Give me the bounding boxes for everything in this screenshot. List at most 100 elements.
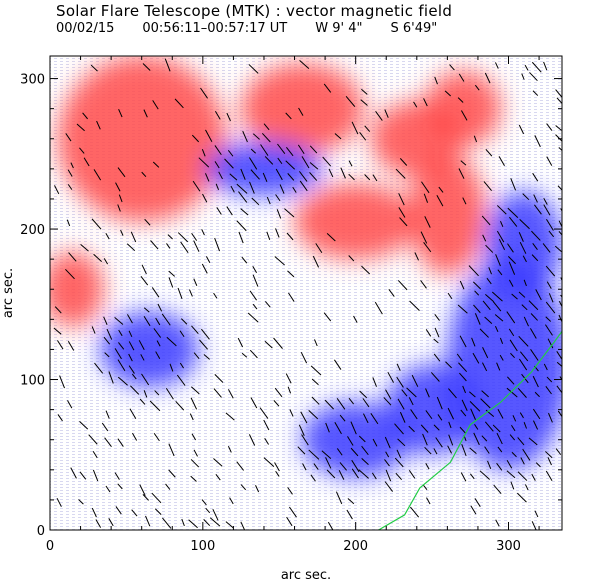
field-vector [180, 318, 188, 325]
field-vector [494, 62, 499, 69]
field-vector [548, 293, 554, 303]
field-vector [532, 90, 539, 96]
field-vector [118, 329, 123, 337]
field-vector [485, 409, 495, 417]
field-vector [250, 148, 257, 154]
observation-latitude: S 6'49" [390, 21, 438, 36]
field-vector [181, 518, 185, 527]
field-vector [484, 421, 494, 432]
field-vector [548, 412, 553, 423]
field-vector [474, 424, 479, 430]
field-vector [482, 234, 487, 242]
positive-polarity-region [409, 153, 486, 275]
field-vector [555, 125, 562, 131]
field-vector [155, 351, 161, 360]
field-vector [143, 307, 150, 313]
field-vector [79, 471, 87, 480]
field-vector [301, 156, 310, 169]
field-vector [308, 449, 320, 460]
field-vector [458, 73, 465, 82]
x-tick-label: 100 [190, 539, 215, 554]
field-vector [155, 317, 161, 326]
field-vector [473, 304, 481, 314]
field-vector [421, 181, 430, 194]
field-vector [117, 483, 123, 490]
field-vector [128, 341, 135, 351]
field-vector [286, 232, 294, 241]
observation-date: 00/02/15 [56, 21, 115, 36]
field-vector [351, 459, 360, 473]
field-vector [488, 267, 492, 275]
field-vector [397, 438, 406, 447]
y-axis-label: arc sec. [1, 268, 16, 318]
field-vector [88, 434, 98, 445]
field-vector [384, 109, 389, 118]
field-vector [325, 422, 330, 433]
field-vector [361, 445, 369, 456]
field-vector [396, 363, 401, 371]
field-vector [422, 484, 428, 491]
field-vector [500, 220, 504, 228]
field-vector [273, 337, 283, 349]
field-vector [236, 461, 245, 471]
field-vector [474, 290, 480, 296]
field-vector [498, 156, 505, 167]
field-vector [519, 219, 530, 230]
field-vector [313, 463, 319, 470]
field-vector [350, 421, 357, 435]
field-vector [534, 391, 540, 398]
x-tick-label: 200 [343, 539, 368, 554]
field-vector [310, 365, 322, 376]
field-vector [311, 378, 319, 386]
y-tick-label: 300 [20, 73, 45, 88]
field-vector [528, 437, 538, 446]
field-vector [227, 389, 234, 399]
field-vector [470, 505, 477, 515]
field-vector [387, 371, 394, 383]
field-vector [286, 146, 294, 157]
field-vector [506, 376, 515, 385]
field-vector [546, 156, 553, 166]
field-vector [494, 326, 499, 333]
field-vector [273, 400, 280, 407]
field-vector [543, 204, 551, 216]
field-vector [508, 279, 514, 287]
field-vector [560, 208, 562, 212]
field-vector [153, 328, 162, 338]
field-vector [70, 467, 77, 479]
field-vector [496, 462, 503, 471]
field-vector [249, 290, 257, 301]
field-vector [190, 475, 197, 482]
field-vector [78, 499, 84, 505]
field-vector [192, 180, 201, 192]
field-vector [285, 160, 296, 170]
field-vector [309, 145, 318, 154]
field-vector [286, 516, 293, 527]
field-vector [338, 470, 345, 480]
field-vector [479, 470, 490, 480]
field-vector [495, 254, 501, 267]
field-vector [201, 263, 208, 274]
field-vector [410, 409, 418, 420]
field-vector [388, 289, 395, 297]
field-vector [461, 399, 468, 411]
field-vector [275, 228, 280, 238]
field-vector [247, 312, 259, 323]
field-vector [201, 328, 210, 340]
field-vector [396, 449, 402, 459]
field-vector [414, 252, 419, 261]
field-vector [131, 373, 137, 380]
field-vector [226, 206, 233, 216]
field-vector [426, 497, 431, 505]
field-vector [520, 457, 525, 465]
field-vector [149, 400, 161, 412]
field-vector [372, 438, 378, 447]
field-vector [458, 362, 468, 373]
field-vector [556, 361, 562, 368]
field-vector [473, 135, 478, 143]
field-vector [168, 270, 176, 277]
field-vector [423, 193, 429, 203]
field-vector [348, 173, 355, 181]
field-vector [385, 451, 390, 458]
field-vector [91, 218, 102, 230]
